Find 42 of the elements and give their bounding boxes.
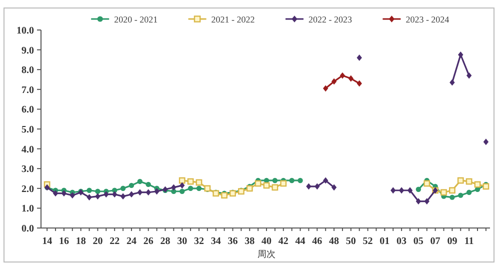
legend-label: 2022 - 2023 [308,14,352,24]
x-tick-label: 16 [58,236,69,247]
x-tick-label: 20 [92,236,103,247]
x-tick-label: 52 [362,236,373,247]
x-tick-label: 28 [160,236,170,247]
x-tick-label: 11 [464,236,474,247]
x-tick-label: 38 [244,236,255,247]
x-tick-label: 01 [380,236,390,247]
x-tick-label: 22 [110,236,120,247]
x-tick-label: 03 [396,236,407,247]
y-tick-label: 0.0 [22,224,34,234]
x-tick-label: 34 [210,236,221,247]
y-tick-label: 4.0 [22,144,34,156]
y-tick-label: 5.0 [22,124,34,136]
y-tick-label: 8.0 [22,65,34,76]
y-tick-label: 7.0 [22,84,34,96]
y-tick-label: 3.0 [22,164,34,176]
x-tick-label: 30 [177,236,188,247]
x-tick-label: 05 [413,236,424,247]
x-tick-label: 48 [329,236,340,247]
y-tick-label: 6.0 [22,104,34,116]
x-axis-title: 周次 [258,249,276,260]
y-tick-label: 9.0 [22,45,34,56]
legend-label: 2020 - 2021 [114,14,158,24]
x-tick-label: 32 [194,236,204,247]
x-tick-label: 36 [228,236,238,247]
x-tick-label: 24 [126,236,136,247]
x-tick-label: 07 [430,236,440,247]
x-tick-label: 18 [76,236,86,247]
x-tick-label: 26 [143,236,154,247]
x-tick-label: 40 [262,236,272,247]
x-tick-label: 42 [278,236,288,247]
x-tick-label: 46 [312,236,322,247]
x-tick-label: 09 [447,236,458,247]
y-tick-label: 1.0 [22,204,34,215]
legend-label: 2023 - 2024 [406,14,450,24]
x-tick-label: 44 [295,236,306,247]
legend-label: 2021 - 2022 [211,14,255,24]
y-tick-label: 10.0 [16,26,34,36]
x-tick-label: 14 [42,236,52,247]
x-tick-label: 50 [346,236,356,247]
y-tick-label: 2.0 [22,184,34,195]
